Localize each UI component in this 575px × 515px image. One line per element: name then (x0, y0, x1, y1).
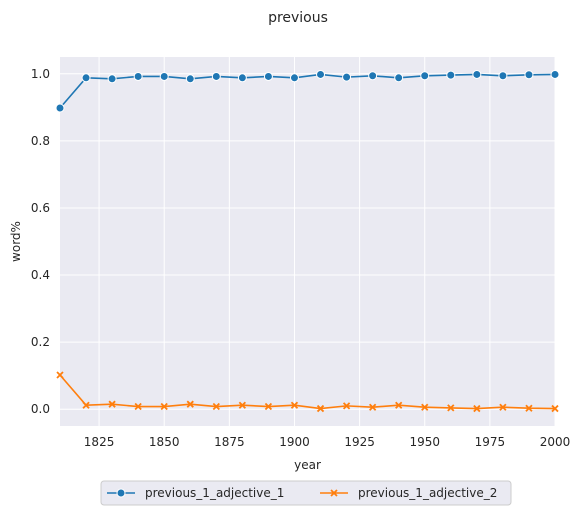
y-tick-label: 0.0 (31, 402, 50, 416)
series-line (59, 374, 556, 410)
marker-stroke (238, 401, 247, 409)
marker-stroke (134, 402, 142, 411)
y-axis-label: word% (9, 221, 23, 262)
data-point (116, 488, 126, 498)
data-point (421, 403, 429, 411)
series-layer (55, 69, 560, 413)
data-point (81, 73, 91, 83)
data-point (447, 404, 455, 412)
marker-stroke (395, 401, 403, 409)
data-point (290, 401, 299, 409)
marker-stroke (82, 401, 90, 409)
legend: previous_1_adjective_1 previous_1_adjecti… (100, 480, 512, 506)
x-tick-label: 2000 (540, 435, 571, 449)
y-axis-ticks: 0.0 0.2 0.4 0.6 0.8 1.0 (31, 67, 50, 416)
y-tick-label: 0.4 (31, 268, 50, 282)
marker-stroke (108, 400, 116, 408)
data-point (473, 404, 481, 413)
x-tick-label: 1850 (149, 435, 180, 449)
marker-stroke (499, 403, 507, 411)
data-point (342, 402, 351, 410)
data-point (186, 400, 194, 408)
marker-stroke (290, 401, 299, 409)
x-axis-label: year (294, 458, 321, 472)
series-1 (55, 69, 560, 113)
data-point (525, 404, 533, 412)
data-point (212, 402, 220, 411)
data-point (368, 403, 377, 411)
data-point (498, 71, 508, 81)
y-tick-label: 0.8 (31, 134, 50, 148)
data-point (289, 73, 299, 83)
data-point (316, 69, 326, 79)
marker-stroke (56, 371, 64, 379)
data-point (238, 401, 247, 409)
data-point (472, 69, 482, 79)
data-point (107, 74, 117, 84)
data-point (82, 401, 90, 409)
data-point (446, 70, 456, 80)
marker-stroke (473, 404, 481, 413)
marker-stroke (551, 404, 559, 413)
data-point (330, 489, 338, 497)
data-point (420, 71, 430, 81)
legend-label: previous_1_adjective_1 (145, 486, 284, 500)
data-point (185, 74, 195, 84)
marker-stroke (330, 489, 338, 497)
marker-stroke (212, 402, 220, 411)
data-point (395, 401, 403, 409)
data-point (550, 69, 560, 79)
marker-stroke (368, 403, 377, 411)
x-tick-label: 1875 (214, 435, 245, 449)
marker-stroke (160, 402, 168, 411)
data-point (55, 103, 65, 113)
legend-item-2: previous_1_adjective_2 (320, 486, 497, 500)
chart-title: previous (268, 10, 328, 26)
data-point (342, 72, 352, 82)
data-point (134, 402, 142, 411)
data-point (159, 71, 169, 81)
data-point (264, 402, 273, 411)
data-point (263, 71, 273, 81)
data-point (133, 71, 143, 81)
x-tick-label: 1900 (279, 435, 310, 449)
data-point (551, 404, 559, 413)
data-point (56, 371, 64, 379)
marker-stroke (316, 404, 325, 413)
marker-stroke (186, 400, 194, 408)
data-point (394, 73, 404, 83)
y-tick-label: 1.0 (31, 67, 50, 81)
plot-area (60, 57, 555, 426)
x-axis-ticks: 1825 1850 1875 1900 1925 1950 1975 2000 (84, 435, 570, 449)
data-point (368, 71, 378, 81)
marker-stroke (447, 404, 455, 412)
legend-label: previous_1_adjective_2 (358, 486, 497, 500)
data-point (524, 70, 534, 80)
y-tick-label: 0.6 (31, 201, 50, 215)
data-point (108, 400, 116, 408)
x-tick-label: 1825 (84, 435, 115, 449)
data-point (499, 403, 507, 411)
x-tick-label: 1975 (475, 435, 506, 449)
data-point (316, 404, 325, 413)
legend-item-1: previous_1_adjective_1 (107, 486, 284, 500)
data-point (211, 71, 221, 81)
series-2 (56, 371, 559, 413)
marker-stroke (525, 404, 533, 412)
data-point (237, 73, 247, 83)
x-tick-label: 1925 (344, 435, 375, 449)
y-tick-label: 0.2 (31, 335, 50, 349)
data-point (160, 402, 168, 411)
legend-box (100, 480, 512, 506)
marker-stroke (421, 403, 429, 411)
marker-stroke (264, 402, 273, 411)
x-tick-label: 1950 (409, 435, 440, 449)
marker-stroke (342, 402, 351, 410)
